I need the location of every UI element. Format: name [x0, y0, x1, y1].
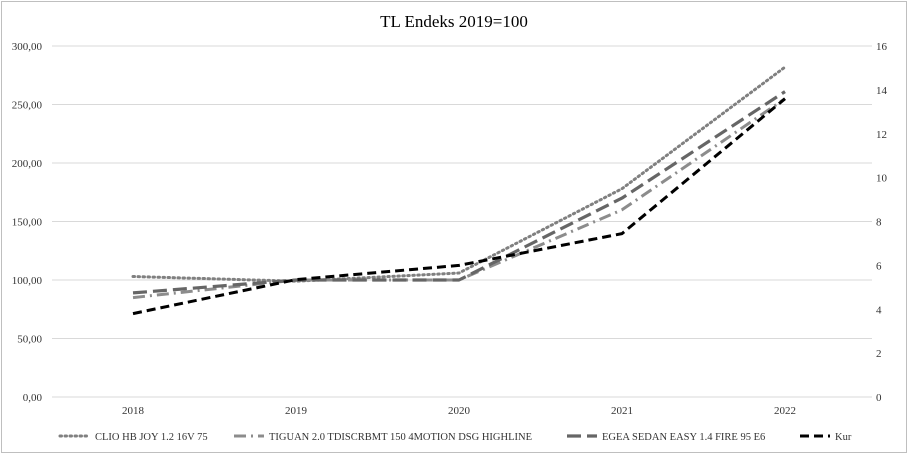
- legend-item: TIGUAN 2.0 TDISCRBMT 150 4MOTION DSG HIG…: [234, 432, 532, 443]
- series-3: [132, 90, 786, 295]
- series-4: [132, 97, 786, 316]
- y-right-tick-label: 4: [876, 304, 882, 316]
- y-left-tick-label: 150,00: [12, 217, 43, 229]
- y-left-tick-label: 250,00: [12, 100, 43, 112]
- y-left-tick-label: 0,00: [23, 392, 43, 404]
- y-left-tick-label: 300,00: [12, 41, 43, 53]
- series-1: [131, 65, 787, 283]
- y-left-tick-label: 50,00: [17, 334, 42, 346]
- series-line: [132, 90, 786, 295]
- legend-item: CLIO HB JOY 1.2 16V 75: [58, 432, 208, 443]
- y-left-tick-label: 200,00: [12, 158, 43, 170]
- x-tick-label: 2022: [774, 405, 796, 417]
- y-right-tick-label: 10: [876, 173, 888, 185]
- y-right-tick-label: 0: [876, 392, 882, 404]
- legend-label: EGEA SEDAN EASY 1.4 FIRE 95 E6: [602, 432, 765, 443]
- y-right-tick-label: 16: [876, 41, 888, 53]
- legend-label: TIGUAN 2.0 TDISCRBMT 150 4MOTION DSG HIG…: [269, 432, 532, 443]
- legend-item: EGEA SEDAN EASY 1.4 FIRE 95 E6: [567, 432, 765, 443]
- series-line: [132, 97, 786, 300]
- x-tick-label: 2018: [122, 405, 145, 417]
- legend-label: CLIO HB JOY 1.2 16V 75: [95, 432, 208, 443]
- y-left-tick-label: 100,00: [12, 275, 43, 287]
- x-tick-label: 2021: [611, 405, 633, 417]
- x-tick-label: 2020: [448, 405, 471, 417]
- y-right-tick-label: 14: [876, 85, 888, 97]
- series-2: [132, 97, 786, 300]
- y-right-tick-label: 2: [876, 348, 882, 360]
- x-tick-label: 2019: [285, 405, 308, 417]
- series-line: [131, 65, 787, 283]
- legend-label: Kur: [835, 432, 852, 443]
- y-right-tick-label: 12: [876, 129, 887, 141]
- y-right-tick-label: 6: [876, 260, 882, 272]
- y-right-tick-label: 8: [876, 217, 882, 229]
- chart-title: TL Endeks 2019=100: [380, 12, 528, 31]
- legend-item: Kur: [800, 432, 852, 443]
